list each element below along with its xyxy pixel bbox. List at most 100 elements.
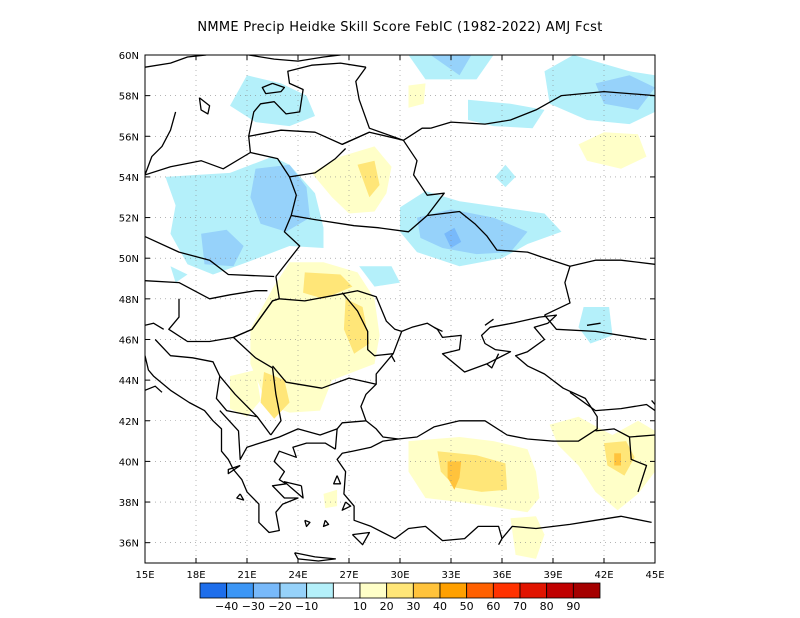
country-border xyxy=(544,314,647,341)
country-border xyxy=(498,515,652,546)
coastline xyxy=(336,438,503,542)
coastline xyxy=(586,322,601,326)
country-border xyxy=(341,292,394,357)
x-tick-label: 15E xyxy=(135,570,154,581)
skill-region-32 xyxy=(323,489,338,509)
country-border xyxy=(341,131,445,216)
colorbar-swatch xyxy=(279,582,308,599)
coastline xyxy=(283,481,304,499)
country-border xyxy=(403,127,431,141)
colorbar-swatch xyxy=(546,582,574,599)
map-title: NMME Precip Heidke Skill Score FebIC (19… xyxy=(197,20,603,35)
country-border xyxy=(291,210,571,316)
y-tick-label: 60N xyxy=(119,51,139,62)
colorbar-label: −20 xyxy=(268,600,291,613)
skill-region-27 xyxy=(614,453,621,466)
country-border xyxy=(272,365,377,389)
coastline xyxy=(351,531,371,546)
x-tick-label: 45E xyxy=(645,570,664,581)
skill-region-7 xyxy=(201,229,244,267)
coastline xyxy=(484,318,494,326)
country-border xyxy=(248,129,370,146)
country-border xyxy=(232,336,282,436)
y-tick-label: 54N xyxy=(119,173,139,184)
coastline xyxy=(390,355,396,363)
country-border xyxy=(628,436,648,493)
x-tick-label: 33E xyxy=(441,570,460,581)
coastline xyxy=(360,314,598,442)
colorbar-label: 20 xyxy=(380,600,394,613)
coastline xyxy=(304,519,311,528)
skill-region-21 xyxy=(303,272,353,299)
colorbar-label: −40 xyxy=(215,600,238,613)
colorbar-swatch xyxy=(492,582,521,599)
colorbar-swatch xyxy=(439,582,468,599)
y-tick-label: 38N xyxy=(119,498,139,509)
colorbar-swatch xyxy=(359,582,388,599)
colorbar-swatch xyxy=(519,582,548,599)
country-border xyxy=(275,276,402,333)
y-tick-label: 46N xyxy=(119,335,139,346)
skill-region-10 xyxy=(417,209,528,255)
y-tick-label: 56N xyxy=(119,132,139,143)
coastline xyxy=(341,501,352,511)
country-border xyxy=(569,391,655,412)
colorbar-swatch xyxy=(412,582,441,599)
x-tick-label: 21E xyxy=(237,570,256,581)
coastline xyxy=(145,111,177,176)
skill-region-11 xyxy=(444,227,462,248)
colorbar-label: 80 xyxy=(540,600,554,613)
coastline xyxy=(145,385,163,393)
coastline xyxy=(651,399,655,405)
country-border xyxy=(275,176,301,277)
coastline xyxy=(333,475,342,485)
colorbar-label: 70 xyxy=(513,600,527,613)
colorbar-label: 50 xyxy=(460,600,474,613)
skill-region-14 xyxy=(578,307,613,344)
skill-region-23 xyxy=(260,372,290,419)
coastline xyxy=(227,464,241,475)
colorbar-swatch xyxy=(306,582,334,599)
lat-lon-grid xyxy=(145,55,655,563)
y-tick-label: 50N xyxy=(119,254,139,265)
coastline xyxy=(145,355,336,534)
colorbar-label: 60 xyxy=(486,600,500,613)
skill-region-22 xyxy=(343,298,370,354)
colorbar-swatch xyxy=(199,582,228,599)
skill-region-19 xyxy=(408,83,426,108)
skill-region-17 xyxy=(357,160,380,198)
x-tick-label: 30E xyxy=(390,570,409,581)
country-border xyxy=(430,90,655,129)
colorbar-label: 90 xyxy=(566,600,580,613)
colorbar-swatch xyxy=(572,582,601,599)
coastline xyxy=(294,552,337,562)
skill-region-1 xyxy=(595,75,655,110)
skill-region-15 xyxy=(359,266,400,287)
plot-frame xyxy=(144,54,656,564)
colorbar-swatch xyxy=(252,582,281,599)
skill-region-24 xyxy=(230,370,261,417)
coastline xyxy=(433,326,443,332)
country-border xyxy=(219,375,258,418)
x-tick-label: 42E xyxy=(594,570,613,581)
country-border xyxy=(145,322,165,330)
colorbar-label: 40 xyxy=(433,600,447,613)
skill-region-4 xyxy=(230,75,315,127)
y-tick-label: 40N xyxy=(119,457,139,468)
y-tick-label: 44N xyxy=(119,376,139,387)
coastline xyxy=(261,82,286,95)
colorbar-swatch xyxy=(226,582,254,599)
coastline xyxy=(198,97,211,115)
y-tick-label: 52N xyxy=(119,214,139,225)
skill-region-25 xyxy=(549,416,655,511)
country-border xyxy=(145,235,275,278)
colorbar-swatch xyxy=(332,582,361,599)
axis-ticks: 15E 18E 21E 24E 27E 30E 33E 36E 39E 42E 45E 36N 38N 4… xyxy=(119,51,665,581)
skill-region-18 xyxy=(578,132,647,169)
colorbar-swatch xyxy=(466,582,494,599)
colorbar-label: −30 xyxy=(242,600,265,613)
colorbar-swatch xyxy=(386,582,414,599)
skill-region-8 xyxy=(170,266,188,283)
coastline xyxy=(322,519,330,528)
